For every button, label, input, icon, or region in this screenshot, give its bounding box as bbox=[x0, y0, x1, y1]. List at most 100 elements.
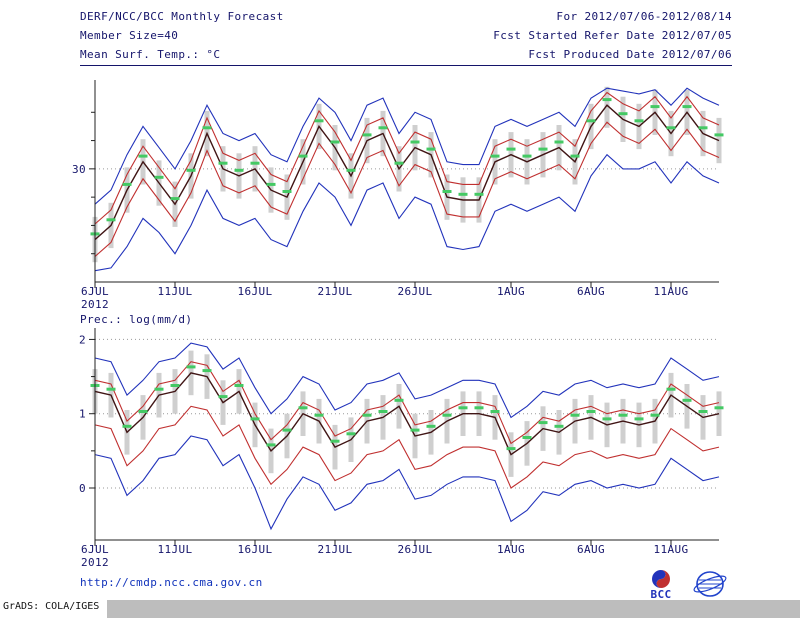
median-marker bbox=[426, 424, 436, 428]
median-marker bbox=[682, 105, 692, 109]
median-marker bbox=[266, 443, 276, 447]
median-marker bbox=[410, 140, 420, 144]
tick-label: 11AUG bbox=[653, 285, 688, 298]
median-marker bbox=[698, 410, 708, 413]
bcc-logo-blue-swirl bbox=[652, 570, 666, 588]
median-marker bbox=[522, 436, 532, 439]
tick-label: 16JUL bbox=[237, 543, 272, 556]
tick-label: 2 bbox=[79, 333, 86, 346]
ensemble-mean-line bbox=[94, 372, 720, 456]
median-marker bbox=[106, 218, 116, 222]
median-marker bbox=[346, 168, 356, 172]
cma-logo-orbit bbox=[693, 575, 727, 593]
median-marker bbox=[554, 424, 564, 428]
median-marker bbox=[602, 98, 612, 102]
tick-label: 11JUL bbox=[157, 285, 192, 298]
tick-label: 30 bbox=[72, 163, 86, 176]
median-marker bbox=[666, 387, 676, 391]
median-marker bbox=[218, 395, 228, 399]
ensemble-min-line bbox=[94, 435, 720, 531]
median-marker bbox=[442, 413, 452, 417]
median-marker bbox=[554, 140, 564, 144]
tick-label: 11JUL bbox=[157, 543, 192, 556]
tick-label: 6JUL bbox=[81, 543, 109, 556]
precip-chart-title: Prec.: log(mm/d) bbox=[80, 313, 193, 326]
median-marker bbox=[170, 384, 180, 387]
median-marker bbox=[442, 190, 452, 193]
ensemble-spread-bar bbox=[604, 86, 610, 128]
median-marker bbox=[234, 384, 244, 387]
median-marker bbox=[458, 406, 468, 410]
bcc-logo: BCC bbox=[650, 570, 671, 600]
median-marker bbox=[106, 387, 116, 391]
tick-label: 26JUL bbox=[397, 543, 432, 556]
median-marker bbox=[570, 413, 580, 417]
header-forecast-range: For 2012/07/06-2012/08/14 bbox=[556, 10, 732, 23]
tick-label: 11AUG bbox=[653, 543, 688, 556]
upper-quartile-line bbox=[94, 91, 720, 225]
median-marker bbox=[506, 447, 516, 451]
ensemble-mean-line bbox=[94, 104, 720, 241]
median-marker bbox=[666, 126, 676, 130]
median-marker bbox=[346, 432, 356, 436]
median-marker bbox=[314, 119, 324, 123]
lower-quartile-line bbox=[94, 121, 720, 257]
bcc-logo-label: BCC bbox=[650, 588, 671, 600]
tick-label: 1AUG bbox=[497, 285, 525, 298]
median-marker bbox=[714, 406, 724, 410]
median-marker bbox=[202, 126, 212, 130]
tick-label: 6AUG bbox=[577, 543, 605, 556]
median-marker bbox=[394, 161, 404, 165]
bcc-logo-red-swirl bbox=[656, 570, 670, 588]
median-marker bbox=[170, 197, 180, 201]
median-marker bbox=[122, 424, 132, 428]
median-marker bbox=[474, 192, 484, 196]
median-marker bbox=[490, 154, 500, 158]
median-marker bbox=[314, 413, 324, 417]
median-marker bbox=[698, 126, 708, 130]
median-marker bbox=[602, 417, 612, 421]
median-marker bbox=[378, 126, 388, 130]
median-marker bbox=[714, 133, 724, 137]
median-marker bbox=[522, 154, 532, 158]
header-member-size: Member Size=40 bbox=[80, 29, 179, 42]
median-marker bbox=[186, 168, 196, 172]
median-marker bbox=[362, 133, 372, 137]
tick-label: 16JUL bbox=[237, 285, 272, 298]
median-marker bbox=[202, 369, 212, 373]
source-url-link[interactable]: http://cmdp.ncc.cma.gov.cn bbox=[80, 576, 263, 589]
median-marker bbox=[330, 140, 340, 144]
median-marker bbox=[394, 398, 404, 402]
median-marker bbox=[154, 175, 164, 179]
tick-label: 6AUG bbox=[577, 285, 605, 298]
median-marker bbox=[570, 154, 580, 158]
median-marker bbox=[330, 439, 340, 443]
header-title: DERF/NCC/BCC Monthly Forecast bbox=[80, 10, 284, 23]
upper-quartile-line bbox=[94, 361, 720, 445]
median-marker bbox=[650, 413, 660, 417]
tick-label: 21JUL bbox=[317, 543, 352, 556]
median-marker bbox=[538, 147, 548, 151]
median-marker bbox=[634, 119, 644, 123]
median-marker bbox=[474, 406, 484, 410]
median-marker bbox=[506, 147, 516, 151]
ensemble-max-line bbox=[94, 87, 720, 205]
median-marker bbox=[682, 398, 692, 402]
median-marker bbox=[154, 387, 164, 391]
median-marker bbox=[378, 410, 388, 413]
median-marker bbox=[218, 161, 228, 165]
lower-quartile-line bbox=[94, 405, 720, 489]
ensemble-max-line bbox=[94, 342, 720, 419]
median-marker bbox=[250, 161, 260, 165]
tick-label: 1 bbox=[79, 408, 86, 421]
credit-bar: GrADS: COLA/IGES bbox=[0, 600, 800, 618]
ensemble-min-line bbox=[94, 153, 720, 272]
median-marker bbox=[586, 119, 596, 123]
median-marker bbox=[282, 428, 292, 432]
header-divider bbox=[80, 65, 732, 66]
header-produced-date: Fcst Produced Date 2012/07/06 bbox=[528, 48, 732, 61]
tick-label: 26JUL bbox=[397, 285, 432, 298]
median-marker bbox=[634, 417, 644, 421]
